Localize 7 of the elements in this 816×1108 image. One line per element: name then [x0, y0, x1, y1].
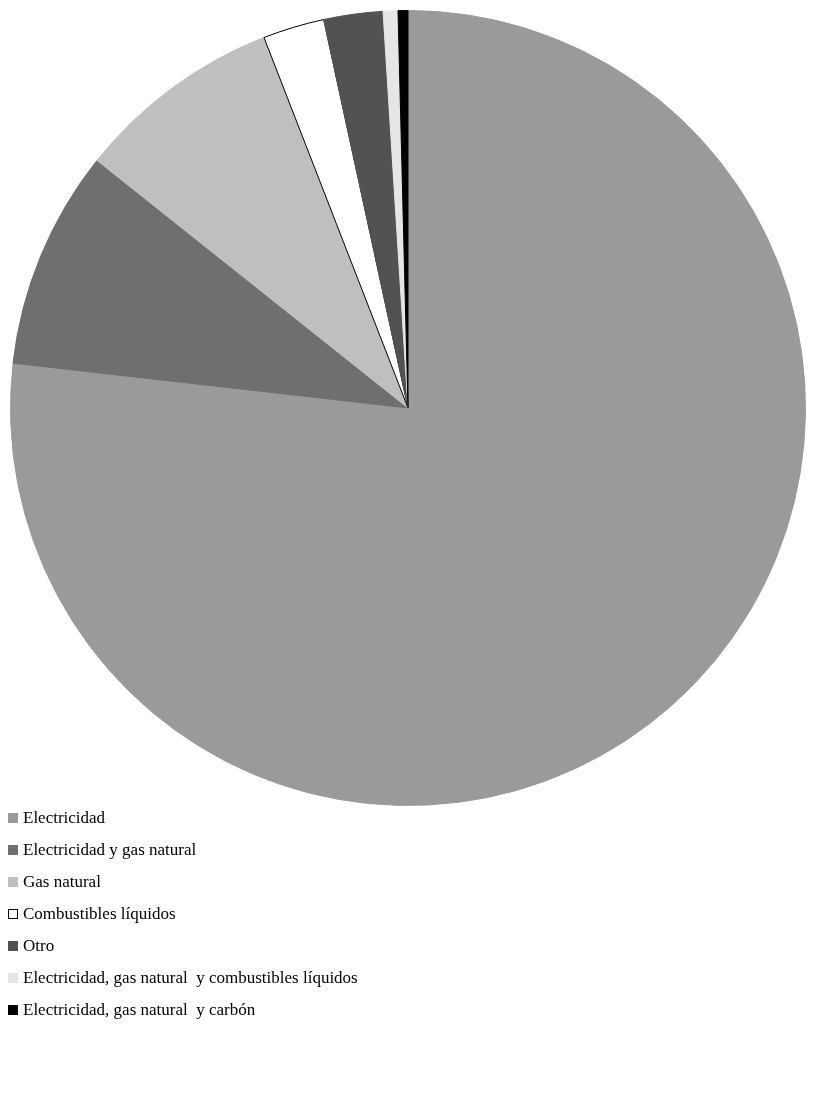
legend-label: Otro	[23, 936, 55, 956]
legend-label: Electricidad	[23, 808, 106, 828]
legend-label: Electricidad, gas natural y combustibles líquidos	[23, 968, 358, 988]
legend-label: Gas natural	[23, 872, 101, 892]
legend-label: Electricidad, gas natural y carbón	[23, 1000, 256, 1020]
legend-label: Combustibles líquidos	[23, 904, 176, 924]
legend-label: Electricidad y gas natural	[23, 840, 197, 860]
